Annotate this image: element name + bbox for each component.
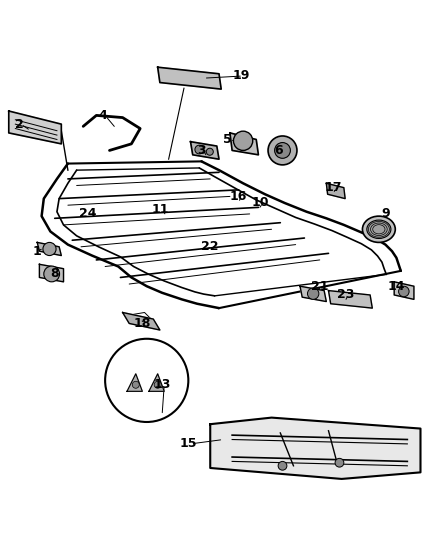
Polygon shape: [191, 142, 219, 159]
Text: 15: 15: [180, 438, 197, 450]
Text: 21: 21: [311, 280, 328, 293]
Text: 17: 17: [324, 181, 342, 194]
Circle shape: [44, 266, 60, 282]
Text: 4: 4: [99, 109, 107, 122]
Text: 16: 16: [230, 190, 247, 203]
Ellipse shape: [362, 216, 396, 243]
Text: 10: 10: [252, 197, 269, 209]
Text: 9: 9: [381, 207, 390, 221]
Text: 19: 19: [232, 69, 250, 83]
Polygon shape: [123, 312, 160, 330]
Circle shape: [233, 131, 253, 150]
Circle shape: [278, 462, 287, 470]
Polygon shape: [326, 183, 345, 199]
Circle shape: [335, 458, 344, 467]
Text: 24: 24: [79, 207, 96, 221]
Polygon shape: [230, 133, 258, 155]
Circle shape: [206, 148, 213, 155]
Text: 5: 5: [223, 133, 232, 146]
Circle shape: [132, 381, 139, 388]
Polygon shape: [149, 374, 164, 391]
Polygon shape: [39, 264, 64, 282]
Text: 18: 18: [134, 317, 151, 330]
Circle shape: [154, 381, 161, 388]
Text: 8: 8: [50, 266, 59, 280]
Polygon shape: [127, 374, 142, 391]
Polygon shape: [210, 418, 420, 479]
Circle shape: [307, 288, 319, 300]
Circle shape: [275, 142, 290, 158]
Circle shape: [399, 286, 409, 297]
Text: 3: 3: [197, 144, 206, 157]
Polygon shape: [9, 111, 61, 144]
Text: 2: 2: [15, 118, 24, 131]
Polygon shape: [300, 286, 326, 302]
Polygon shape: [328, 290, 372, 308]
Text: 11: 11: [151, 203, 169, 216]
Polygon shape: [394, 282, 414, 300]
Circle shape: [268, 136, 297, 165]
Text: 23: 23: [337, 288, 355, 302]
Polygon shape: [158, 67, 221, 89]
Text: 22: 22: [201, 240, 219, 253]
Text: 6: 6: [274, 144, 283, 157]
Circle shape: [43, 243, 56, 255]
Text: 1: 1: [33, 245, 42, 257]
Text: 14: 14: [388, 280, 405, 293]
Text: 13: 13: [153, 378, 171, 391]
Ellipse shape: [367, 220, 391, 238]
Circle shape: [195, 145, 204, 154]
Polygon shape: [37, 243, 61, 255]
